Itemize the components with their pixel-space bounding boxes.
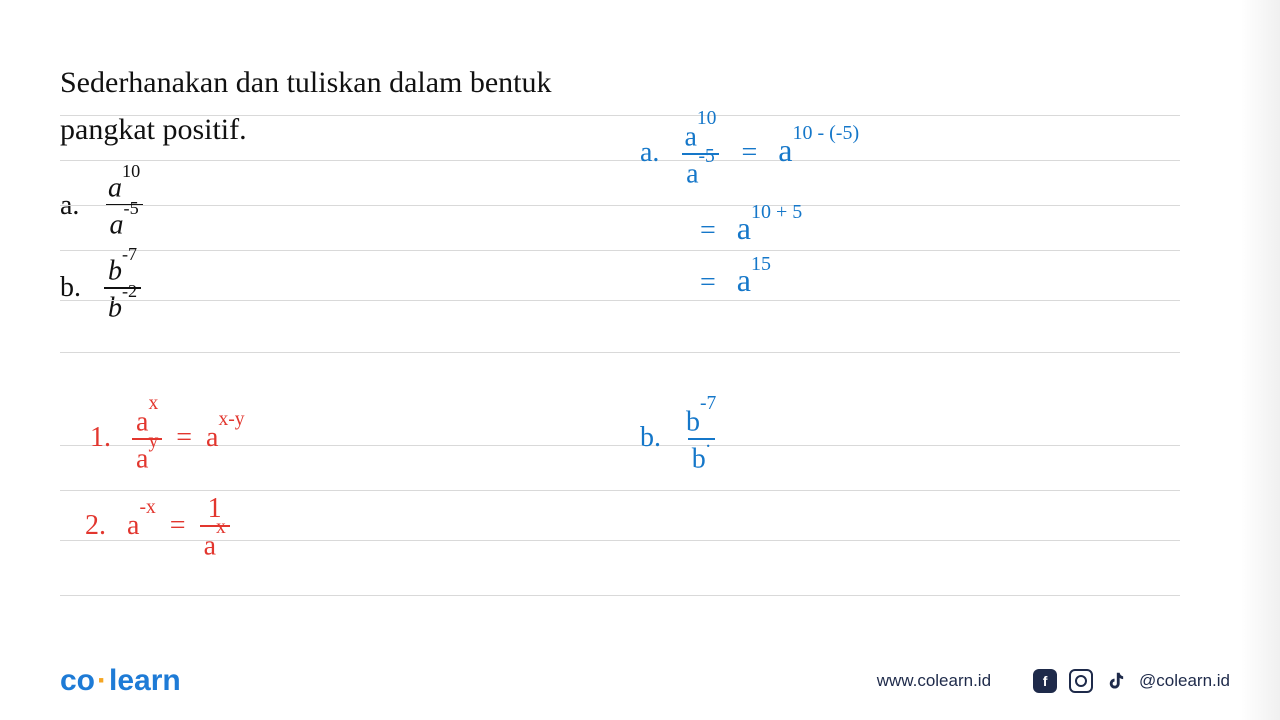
var: a bbox=[127, 510, 139, 541]
exp: -5 bbox=[699, 146, 715, 167]
equals: = bbox=[741, 137, 757, 168]
exp: -2 bbox=[122, 281, 137, 301]
fraction: b-7 b. bbox=[682, 405, 720, 474]
var: b bbox=[692, 444, 706, 475]
worksheet-page: Sederhanakan dan tuliskan dalam bentuk p… bbox=[0, 0, 1240, 720]
exp: y bbox=[148, 431, 158, 452]
rule-1: 1. ax ay = ax-y bbox=[90, 405, 245, 474]
footer-right: www.colearn.id f @colearn.id bbox=[877, 669, 1230, 693]
rule-line bbox=[60, 490, 1180, 491]
rule-line bbox=[60, 250, 1180, 251]
var: a bbox=[136, 444, 148, 475]
rule-line bbox=[60, 205, 1180, 206]
logo-learn: learn bbox=[109, 664, 181, 697]
fraction: ax ay bbox=[132, 405, 162, 474]
rule-line bbox=[60, 595, 1180, 596]
exp: x bbox=[216, 517, 226, 538]
sol-label: a. bbox=[640, 137, 659, 168]
exp: -x bbox=[139, 497, 155, 518]
footer: co·learn www.colearn.id f @colearn.id bbox=[60, 664, 1230, 698]
exp: x bbox=[148, 393, 158, 414]
equals: = bbox=[170, 510, 186, 541]
var: a bbox=[136, 406, 148, 437]
equals: = bbox=[700, 215, 716, 246]
var: a bbox=[108, 172, 122, 203]
var: a bbox=[737, 210, 751, 246]
exp: -5 bbox=[124, 198, 139, 218]
rule-2: 2. a-x = 1 ax bbox=[85, 495, 230, 560]
equals: = bbox=[176, 422, 192, 453]
footer-url: www.colearn.id bbox=[877, 671, 991, 691]
var: b bbox=[108, 292, 122, 323]
exp: -7 bbox=[700, 393, 716, 414]
rule-line bbox=[60, 352, 1180, 353]
exp: 10 - (-5) bbox=[792, 122, 859, 144]
page-edge-shadow bbox=[1240, 0, 1280, 720]
rule-line bbox=[60, 300, 1180, 301]
var: b bbox=[108, 255, 122, 286]
brand-logo: co·learn bbox=[60, 664, 181, 698]
rule-num: 1. bbox=[90, 422, 111, 453]
exp: 10 bbox=[697, 108, 717, 129]
rule-line bbox=[60, 115, 1180, 116]
var: b bbox=[686, 406, 700, 437]
exp: 10 bbox=[122, 161, 140, 181]
question-line-1: Sederhanakan dan tuliskan dalam bentuk bbox=[60, 60, 640, 107]
var: a bbox=[206, 422, 218, 453]
facebook-icon: f bbox=[1033, 669, 1057, 693]
exp: . bbox=[706, 431, 711, 452]
fraction: b-7 b-2 bbox=[104, 254, 141, 323]
equals: = bbox=[700, 267, 716, 298]
question-line-2: pangkat positif. bbox=[60, 107, 640, 154]
rule-line bbox=[60, 160, 1180, 161]
exp: 10 + 5 bbox=[751, 201, 802, 223]
var: a bbox=[778, 132, 792, 168]
instagram-icon bbox=[1069, 669, 1093, 693]
var: a bbox=[686, 159, 698, 190]
solution-a-step3: = a15 bbox=[700, 262, 771, 299]
var: a bbox=[684, 121, 696, 152]
footer-handle: @colearn.id bbox=[1139, 671, 1230, 691]
question-block: Sederhanakan dan tuliskan dalam bentuk p… bbox=[60, 60, 640, 322]
var: a bbox=[737, 262, 751, 298]
tiktok-icon bbox=[1105, 670, 1127, 692]
solution-a-step2: = a10 + 5 bbox=[700, 210, 802, 247]
rule-num: 2. bbox=[85, 510, 106, 541]
solution-a: a. a10 a-5 = a10 - (-5) bbox=[640, 120, 859, 189]
logo-co: co bbox=[60, 664, 95, 697]
sol-label: b. bbox=[640, 422, 661, 453]
exp: -7 bbox=[122, 244, 137, 264]
logo-dot: · bbox=[95, 664, 109, 697]
fraction: 1 ax bbox=[200, 495, 230, 560]
var: a bbox=[110, 210, 124, 241]
var: a bbox=[204, 530, 216, 561]
fraction: a10 a-5 bbox=[680, 120, 720, 189]
solution-b: b. b-7 b. bbox=[640, 405, 720, 474]
exp: x-y bbox=[218, 409, 244, 430]
exp: 15 bbox=[751, 253, 771, 275]
item-label: b. bbox=[60, 266, 104, 309]
question-item-b: b. b-7 b-2 bbox=[60, 254, 640, 323]
